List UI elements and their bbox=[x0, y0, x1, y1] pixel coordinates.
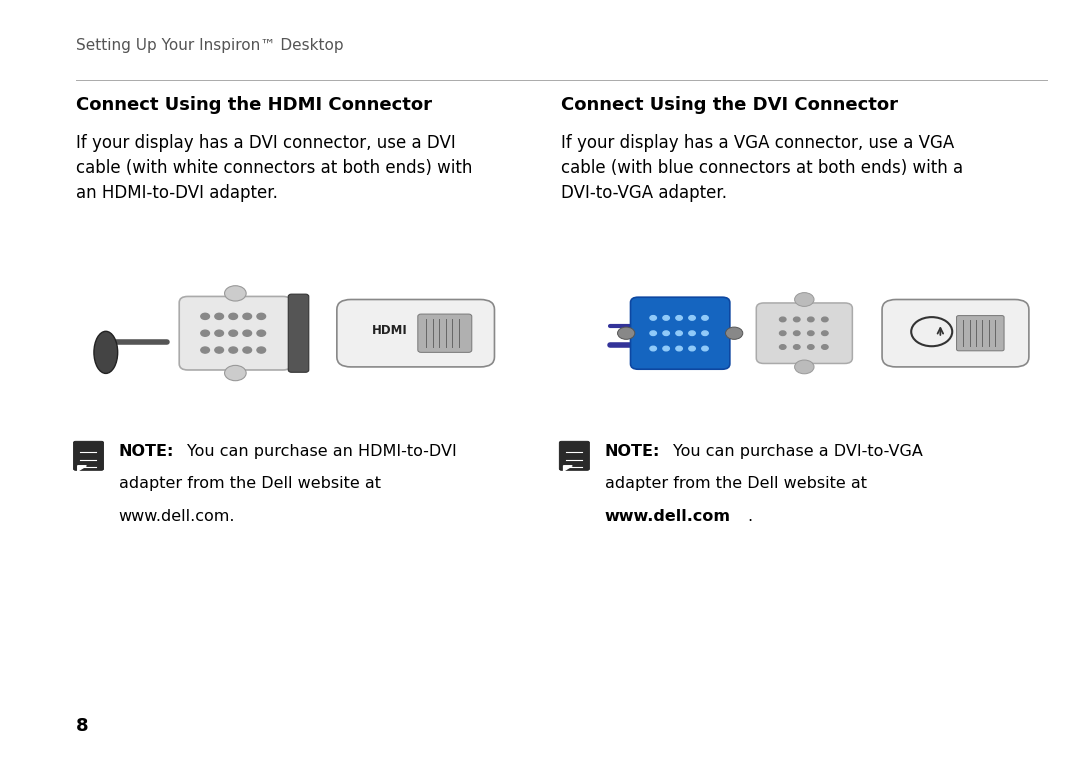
Text: Setting Up Your Inspiron™ Desktop: Setting Up Your Inspiron™ Desktop bbox=[76, 38, 343, 54]
Circle shape bbox=[243, 330, 252, 336]
Circle shape bbox=[794, 331, 800, 336]
Circle shape bbox=[663, 316, 670, 320]
Circle shape bbox=[243, 347, 252, 353]
Circle shape bbox=[795, 360, 814, 374]
FancyBboxPatch shape bbox=[288, 294, 309, 372]
FancyBboxPatch shape bbox=[418, 314, 472, 352]
Circle shape bbox=[257, 347, 266, 353]
Text: Connect Using the HDMI Connector: Connect Using the HDMI Connector bbox=[76, 96, 432, 113]
Text: If your display has a VGA connector, use a VGA
cable (with blue connectors at bo: If your display has a VGA connector, use… bbox=[562, 134, 963, 202]
FancyBboxPatch shape bbox=[73, 441, 104, 470]
FancyBboxPatch shape bbox=[559, 441, 590, 470]
Text: If your display has a DVI connector, use a DVI
cable (with white connectors at b: If your display has a DVI connector, use… bbox=[76, 134, 472, 202]
Circle shape bbox=[650, 346, 657, 351]
Circle shape bbox=[243, 313, 252, 319]
Circle shape bbox=[795, 293, 814, 306]
FancyBboxPatch shape bbox=[631, 297, 730, 369]
Circle shape bbox=[201, 330, 210, 336]
Circle shape bbox=[689, 346, 696, 351]
Circle shape bbox=[676, 331, 683, 336]
Circle shape bbox=[201, 347, 210, 353]
Ellipse shape bbox=[94, 332, 118, 374]
Circle shape bbox=[225, 365, 246, 381]
Circle shape bbox=[215, 347, 224, 353]
Circle shape bbox=[822, 331, 828, 336]
Text: www.dell.com.: www.dell.com. bbox=[119, 509, 235, 524]
FancyBboxPatch shape bbox=[179, 296, 292, 370]
Circle shape bbox=[257, 330, 266, 336]
Circle shape bbox=[618, 327, 635, 339]
Circle shape bbox=[229, 313, 238, 319]
Circle shape bbox=[650, 331, 657, 336]
Circle shape bbox=[229, 347, 238, 353]
Circle shape bbox=[702, 331, 708, 336]
Circle shape bbox=[215, 330, 224, 336]
Text: You can purchase an HDMI-to-DVI: You can purchase an HDMI-to-DVI bbox=[187, 444, 457, 460]
Circle shape bbox=[215, 313, 224, 319]
Circle shape bbox=[663, 346, 670, 351]
Text: HDMI: HDMI bbox=[372, 325, 407, 337]
Text: adapter from the Dell website at: adapter from the Dell website at bbox=[119, 476, 381, 492]
Circle shape bbox=[780, 331, 786, 336]
Circle shape bbox=[676, 346, 683, 351]
Circle shape bbox=[794, 317, 800, 322]
Circle shape bbox=[808, 331, 814, 336]
Circle shape bbox=[794, 345, 800, 349]
Circle shape bbox=[808, 317, 814, 322]
Text: www.dell.com: www.dell.com bbox=[605, 509, 730, 524]
Circle shape bbox=[689, 331, 696, 336]
Circle shape bbox=[689, 316, 696, 320]
Text: NOTE:: NOTE: bbox=[605, 444, 660, 460]
Circle shape bbox=[822, 345, 828, 349]
Text: .: . bbox=[747, 509, 753, 524]
Text: NOTE:: NOTE: bbox=[119, 444, 174, 460]
Circle shape bbox=[702, 346, 708, 351]
Text: You can purchase a DVI-to-VGA: You can purchase a DVI-to-VGA bbox=[673, 444, 922, 460]
Polygon shape bbox=[564, 466, 572, 471]
Circle shape bbox=[808, 345, 814, 349]
Circle shape bbox=[650, 316, 657, 320]
Text: adapter from the Dell website at: adapter from the Dell website at bbox=[605, 476, 866, 492]
FancyBboxPatch shape bbox=[337, 300, 495, 367]
Circle shape bbox=[225, 286, 246, 301]
Circle shape bbox=[702, 316, 708, 320]
Text: 8: 8 bbox=[76, 718, 89, 735]
Circle shape bbox=[780, 345, 786, 349]
Circle shape bbox=[676, 316, 683, 320]
FancyBboxPatch shape bbox=[756, 303, 852, 364]
Polygon shape bbox=[78, 466, 86, 471]
Circle shape bbox=[663, 331, 670, 336]
Circle shape bbox=[822, 317, 828, 322]
Circle shape bbox=[726, 327, 743, 339]
Circle shape bbox=[257, 313, 266, 319]
Circle shape bbox=[229, 330, 238, 336]
Text: Connect Using the DVI Connector: Connect Using the DVI Connector bbox=[562, 96, 899, 113]
FancyBboxPatch shape bbox=[882, 300, 1029, 367]
FancyBboxPatch shape bbox=[957, 316, 1004, 351]
Circle shape bbox=[201, 313, 210, 319]
Circle shape bbox=[780, 317, 786, 322]
